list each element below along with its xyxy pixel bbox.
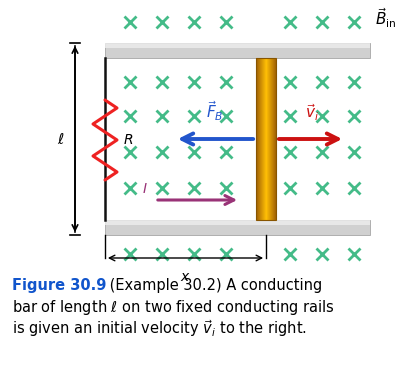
Bar — [275, 58, 276, 220]
Bar — [269, 58, 270, 220]
Text: bar of length $\ell$ on two fixed conducting rails: bar of length $\ell$ on two fixed conduc… — [12, 298, 335, 317]
Bar — [268, 58, 269, 220]
Text: (Example 30.2) A conducting: (Example 30.2) A conducting — [105, 278, 322, 293]
Bar — [258, 58, 259, 220]
Bar — [263, 58, 264, 220]
Bar — [261, 58, 262, 220]
Bar — [266, 58, 267, 220]
Bar — [264, 58, 265, 220]
Text: $x$: $x$ — [180, 270, 190, 284]
Bar — [259, 58, 260, 220]
Bar — [273, 58, 274, 220]
Bar — [272, 58, 273, 220]
Bar — [267, 58, 268, 220]
Text: $\vec{F}_B$: $\vec{F}_B$ — [206, 99, 224, 123]
Bar — [256, 58, 257, 220]
Bar — [256, 58, 276, 220]
Bar — [271, 58, 272, 220]
Text: $\vec{v}_i$: $\vec{v}_i$ — [305, 102, 319, 123]
Bar — [105, 220, 370, 224]
Text: is given an initial velocity $\vec{v}_i$ to the right.: is given an initial velocity $\vec{v}_i$… — [12, 318, 307, 339]
Text: $\vec{B}_{\rm in}$: $\vec{B}_{\rm in}$ — [375, 6, 396, 30]
Bar — [274, 58, 275, 220]
Text: $I$: $I$ — [142, 182, 148, 196]
Bar — [105, 220, 370, 235]
Bar — [262, 58, 263, 220]
Bar — [105, 43, 370, 58]
Text: $R$: $R$ — [123, 133, 133, 147]
Bar — [265, 58, 266, 220]
Text: Figure 30.9: Figure 30.9 — [12, 278, 106, 293]
Text: $\ell$: $\ell$ — [57, 132, 65, 147]
Bar — [105, 43, 370, 48]
Bar — [257, 58, 258, 220]
Bar — [260, 58, 261, 220]
Bar — [270, 58, 271, 220]
